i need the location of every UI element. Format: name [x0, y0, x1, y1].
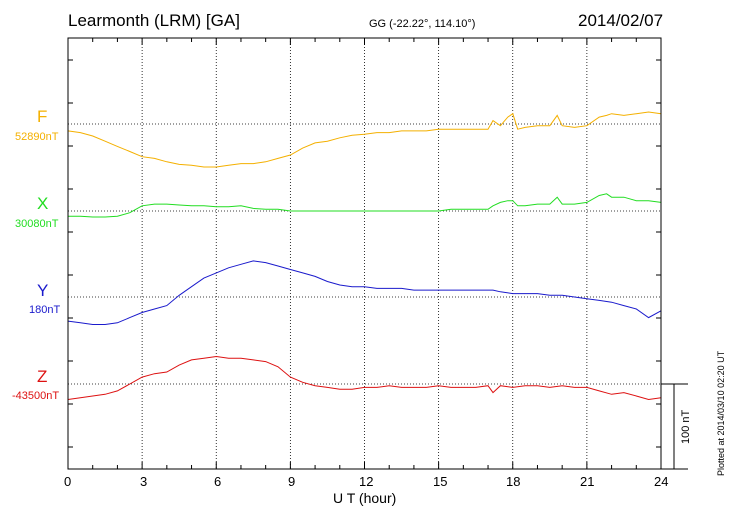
x-tick-label: 6 — [214, 474, 222, 489]
chart-date: 2014/02/07 — [578, 11, 664, 30]
baseline-label-y: 180nT — [29, 304, 61, 316]
x-tick-label: 15 — [433, 474, 448, 489]
baseline-label-f: 52890nT — [15, 131, 59, 143]
x-tick-label: 18 — [506, 474, 521, 489]
x-tick-label: 21 — [580, 474, 595, 489]
station-coordinates: GG (-22.22°, 114.10°) — [369, 18, 476, 30]
grid-lines — [141, 38, 588, 469]
series-line-x — [68, 193, 662, 218]
series-line-y — [67, 260, 662, 325]
baseline-label-z: -43500nT — [12, 390, 60, 402]
x-tick-label: 0 — [64, 474, 72, 489]
baseline-label-x: 30080nT — [15, 218, 59, 230]
x-tick-label: 24 — [654, 474, 669, 489]
series-line-f — [67, 111, 662, 168]
chart-title: Learmonth (LRM) [GA] — [68, 11, 240, 30]
x-tick-label: 12 — [359, 474, 374, 489]
x-tick-label: 9 — [288, 474, 296, 489]
plot-frame — [67, 37, 662, 470]
scale-bar — [661, 383, 688, 470]
component-label-f: F — [37, 107, 48, 126]
series-line-z — [67, 355, 662, 401]
component-label-y: Y — [37, 281, 49, 300]
x-axis-label: U T (hour) — [333, 490, 397, 506]
data-traces — [67, 111, 662, 401]
x-tick-label: 3 — [140, 474, 148, 489]
component-label-z: Z — [37, 367, 48, 386]
component-label-x: X — [37, 194, 49, 213]
